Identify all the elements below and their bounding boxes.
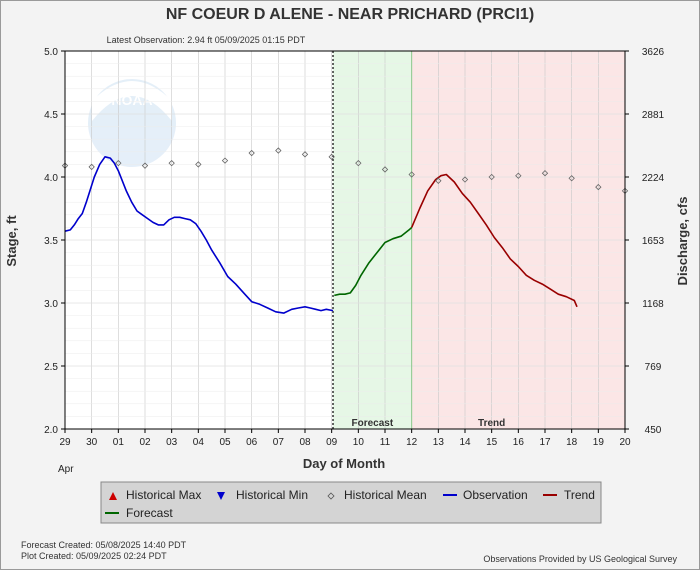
- x-tick-label: 11: [380, 437, 391, 448]
- historical-mean-point: [248, 149, 255, 157]
- historical-mean-point: [515, 172, 522, 179]
- historical-mean-point: [461, 176, 469, 183]
- latest-observation-subtitle: Latest Observation: 2.94 ft 05/09/2025 0…: [107, 35, 306, 45]
- noaa-logo-watermark: NOAA: [88, 79, 176, 167]
- legend-trend: Trend: [564, 488, 595, 502]
- historical-mean-point: [568, 175, 575, 182]
- historical-mean-point: [221, 157, 229, 164]
- x-tick-label: 08: [299, 437, 311, 448]
- legend-historical-min: Historical Min: [236, 488, 308, 502]
- x-tick-label: 05: [219, 437, 231, 448]
- chart-title: NF COEUR D ALENE - NEAR PRICHARD (PRCI1): [166, 6, 534, 23]
- historical-mean-point: [195, 161, 202, 168]
- x-tick-label: 01: [113, 437, 125, 448]
- trend-band-label: Trend: [478, 418, 505, 429]
- x-tick-label: 30: [86, 437, 98, 448]
- y-tick-label: 2.5: [44, 362, 58, 373]
- x-tick-label: 02: [139, 437, 151, 448]
- x-tick-label: 15: [486, 437, 498, 448]
- historical-mean-point: [355, 159, 362, 167]
- historical-mean-point: [141, 162, 149, 169]
- historical-mean-point: [328, 153, 335, 161]
- y-tick-label: 5.0: [44, 47, 58, 58]
- x-tick-label: 04: [193, 437, 205, 448]
- historical-mean-point: [408, 171, 415, 178]
- y2-tick-label: 1168: [642, 299, 664, 310]
- y-tick-label: 3.5: [44, 236, 58, 247]
- plot-created-text: Plot Created: 05/09/2025 02:24 PDT: [21, 551, 167, 561]
- x-tick-label: 09: [326, 437, 338, 448]
- observation-line: [64, 156, 334, 314]
- historical-mean-point: [595, 183, 602, 191]
- x-tick-label: 29: [59, 437, 71, 448]
- x-axis-label: Day of Month: [303, 456, 385, 471]
- historical-mean-point: [541, 170, 549, 177]
- trend-line: [410, 173, 578, 308]
- x-tick-label: 14: [459, 437, 471, 448]
- y2-tick-label: 450: [645, 425, 662, 436]
- noaa-logo-text: NOAA: [111, 92, 152, 108]
- historical-mean-icon: [327, 492, 335, 500]
- historical-mean-point: [301, 151, 309, 158]
- legend: Historical Max Historical Min Historical…: [100, 481, 602, 524]
- y2-tick-label: 769: [645, 362, 662, 373]
- y-axis-label-left: Stage, ft: [4, 215, 19, 267]
- historical-mean-point: [88, 163, 95, 171]
- legend-observation: Observation: [463, 488, 528, 502]
- legend-historical-max: Historical Max: [126, 488, 201, 502]
- historical-mean-point: [381, 166, 389, 173]
- x-tick-label: 10: [353, 437, 365, 448]
- y-tick-label: 4.5: [44, 110, 58, 121]
- month-label: Apr: [58, 464, 74, 475]
- y2-tick-label: 3626: [642, 47, 665, 58]
- historical-mean-point: [488, 173, 495, 181]
- forecast-line: [334, 226, 413, 297]
- forecast-band-label: Forecast: [351, 418, 393, 429]
- y-axis-label-right: Discharge, cfs: [675, 197, 690, 286]
- legend-box: [100, 481, 602, 524]
- historical-min-icon: [217, 492, 225, 500]
- x-tick-label: 16: [513, 437, 525, 448]
- x-tick-label: 06: [246, 437, 258, 448]
- x-tick-label: 07: [273, 437, 285, 448]
- historical-mean-point: [435, 177, 442, 184]
- legend-historical-mean: Historical Mean: [344, 488, 427, 502]
- historical-mean-point: [115, 159, 122, 167]
- y-tick-label: 3.0: [44, 299, 58, 310]
- x-tick-label: 17: [539, 437, 551, 448]
- legend-forecast: Forecast: [126, 506, 173, 520]
- historical-max-icon: [109, 492, 117, 500]
- x-tick-label: 13: [433, 437, 445, 448]
- historical-mean-point: [168, 159, 175, 167]
- y-tick-label: 4.0: [44, 173, 58, 184]
- y2-tick-label: 2881: [642, 110, 665, 121]
- x-tick-label: 18: [566, 437, 578, 448]
- x-tick-label: 19: [593, 437, 605, 448]
- x-tick-label: 12: [406, 437, 418, 448]
- y2-tick-label: 2224: [642, 173, 665, 184]
- forecast-created-text: Forecast Created: 05/08/2025 14:40 PDT: [21, 540, 187, 550]
- data-provider-text: Observations Provided by US Geological S…: [483, 554, 677, 564]
- historical-mean-point: [275, 147, 282, 154]
- x-tick-label: 03: [166, 437, 178, 448]
- y-tick-label: 2.0: [44, 425, 58, 436]
- noaa-logo-circle: [88, 79, 176, 167]
- x-tick-label: 20: [619, 437, 631, 448]
- noaa-logo-bird: [92, 81, 172, 121]
- y2-tick-label: 1653: [642, 236, 665, 247]
